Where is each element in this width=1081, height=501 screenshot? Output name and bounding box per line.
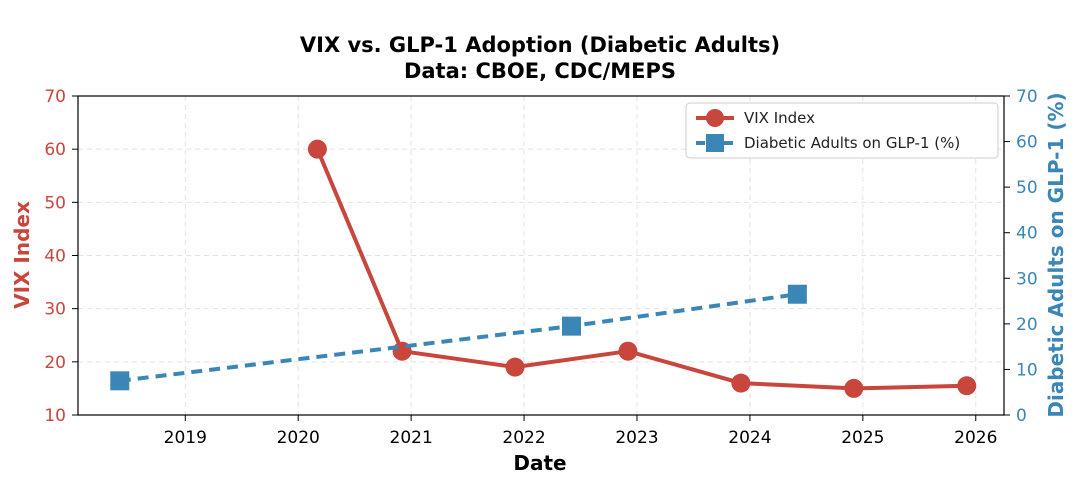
right-axis-label: Diabetic Adults on GLP-1 (%)	[1044, 92, 1068, 417]
glp-series-line	[119, 292, 798, 383]
legend-vix-marker	[706, 109, 724, 127]
right-tick-label: 0	[1016, 406, 1027, 426]
left-tick-label: 50	[44, 193, 66, 213]
x-axis-label: Date	[513, 451, 566, 475]
vix-point	[957, 376, 977, 396]
vix-point	[618, 341, 638, 361]
left-tick-label: 20	[44, 353, 66, 373]
right-tick-label: 30	[1016, 269, 1038, 289]
left-axis-label: VIX Index	[10, 201, 34, 309]
legend-vix-label: VIX Index	[744, 109, 815, 127]
series-layer	[110, 139, 977, 398]
glp-point	[561, 316, 581, 336]
x-tick-label: 2021	[390, 428, 433, 448]
left-tick-label: 30	[44, 300, 66, 320]
right-tick-label: 10	[1016, 360, 1038, 380]
right-axis-ticks: 0 10 20 30 40 50 60 70	[1004, 87, 1038, 426]
x-tick-label: 2022	[502, 428, 545, 448]
vix-point	[844, 378, 864, 398]
legend: VIX Index Diabetic Adults on GLP-1 (%)	[685, 102, 999, 159]
x-tick-label: 2019	[164, 428, 207, 448]
left-tick-label: 70	[44, 87, 66, 107]
vix-series-line	[315, 148, 967, 391]
legend-glp-marker	[706, 134, 724, 152]
x-tick-label: 2020	[277, 428, 320, 448]
legend-glp-label: Diabetic Adults on GLP-1 (%)	[744, 134, 960, 152]
x-tick-label: 2024	[728, 428, 771, 448]
glp-point	[110, 371, 130, 391]
left-tick-label: 40	[44, 247, 66, 267]
x-tick-label: 2023	[615, 428, 658, 448]
vix-point	[307, 139, 327, 159]
right-tick-label: 50	[1016, 178, 1038, 198]
x-tick-label: 2025	[841, 428, 884, 448]
glp-point	[787, 284, 807, 304]
chart-title: VIX vs. GLP-1 Adoption (Diabetic Adults)	[300, 33, 780, 57]
left-tick-label: 10	[44, 406, 66, 426]
chart-subtitle: Data: CBOE, CDC/MEPS	[404, 59, 676, 83]
right-tick-label: 40	[1016, 224, 1038, 244]
right-tick-label: 70	[1016, 87, 1038, 107]
vix-point	[731, 373, 751, 393]
left-tick-label: 60	[44, 140, 66, 160]
left-axis-ticks: 10 20 30 40 50 60 70	[44, 87, 78, 426]
right-tick-label: 20	[1016, 315, 1038, 335]
right-tick-label: 60	[1016, 133, 1038, 153]
vix-point	[505, 357, 525, 377]
x-axis-ticks: 2019 2020 2021 2022 2023 2024 2025 2026	[164, 415, 997, 448]
x-tick-label: 2026	[954, 428, 997, 448]
legend-box	[685, 102, 999, 159]
